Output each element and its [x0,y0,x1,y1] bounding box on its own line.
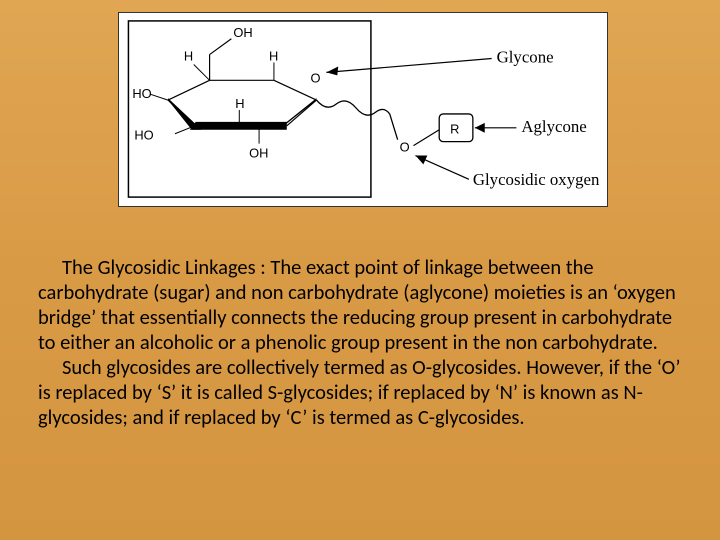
glycosidic-oxygen-label: Glycosidic oxygen [473,170,600,189]
glycone-label: Glycone [497,47,554,66]
body-text: The Glycosidic Linkages : The exact poin… [38,255,682,430]
paragraph-1: The Glycosidic Linkages : The exact poin… [38,255,682,355]
h-mid-label: H [235,96,244,111]
ho-left1-label: HO [132,86,151,101]
r-box-label: R [450,122,459,137]
paragraph-2: Such glycosides are collectively termed … [38,355,682,430]
oh-bottom-label: OH [249,146,268,161]
h-right-label: H [269,49,278,64]
link-oxygen-label: O [400,140,410,155]
ring-oxygen-label: O [311,70,321,85]
glycoside-structure: O OH H H HO HO H OH O R Glycone A [119,13,607,206]
chemical-diagram: O OH H H HO HO H OH O R Glycone A [118,12,608,207]
ho-left2-label: HO [134,128,153,143]
aglycone-label: Aglycone [521,117,586,136]
h-top-label: H [184,49,193,64]
oh-top-label: OH [233,25,252,40]
